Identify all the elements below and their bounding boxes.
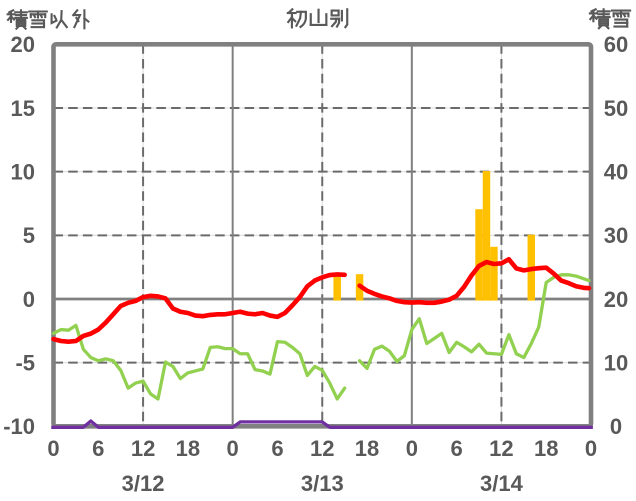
svg-text:30: 30: [604, 223, 628, 248]
svg-text:0: 0: [585, 436, 597, 461]
svg-text:12: 12: [131, 436, 155, 461]
svg-text:18: 18: [534, 436, 558, 461]
svg-text:3/12: 3/12: [122, 471, 165, 496]
svg-text:0: 0: [406, 436, 418, 461]
svg-text:-10: -10: [3, 414, 35, 439]
svg-text:0: 0: [610, 414, 622, 439]
svg-text:10: 10: [11, 160, 35, 185]
svg-text:40: 40: [604, 160, 628, 185]
svg-text:18: 18: [176, 436, 200, 461]
svg-text:12: 12: [489, 436, 513, 461]
svg-text:6: 6: [271, 436, 283, 461]
svg-text:0: 0: [47, 436, 59, 461]
svg-text:15: 15: [11, 96, 35, 121]
svg-text:-5: -5: [15, 351, 35, 376]
svg-text:3/14: 3/14: [480, 471, 524, 496]
svg-text:0: 0: [23, 287, 35, 312]
svg-text:12: 12: [310, 436, 334, 461]
svg-text:6: 6: [451, 436, 463, 461]
svg-text:20: 20: [11, 32, 35, 57]
svg-text:6: 6: [92, 436, 104, 461]
svg-text:3/13: 3/13: [301, 471, 344, 496]
svg-text:5: 5: [23, 223, 35, 248]
svg-text:10: 10: [604, 351, 628, 376]
svg-text:20: 20: [604, 287, 628, 312]
svg-text:50: 50: [604, 96, 628, 121]
svg-text:0: 0: [227, 436, 239, 461]
svg-text:60: 60: [604, 32, 628, 57]
svg-text:18: 18: [355, 436, 379, 461]
